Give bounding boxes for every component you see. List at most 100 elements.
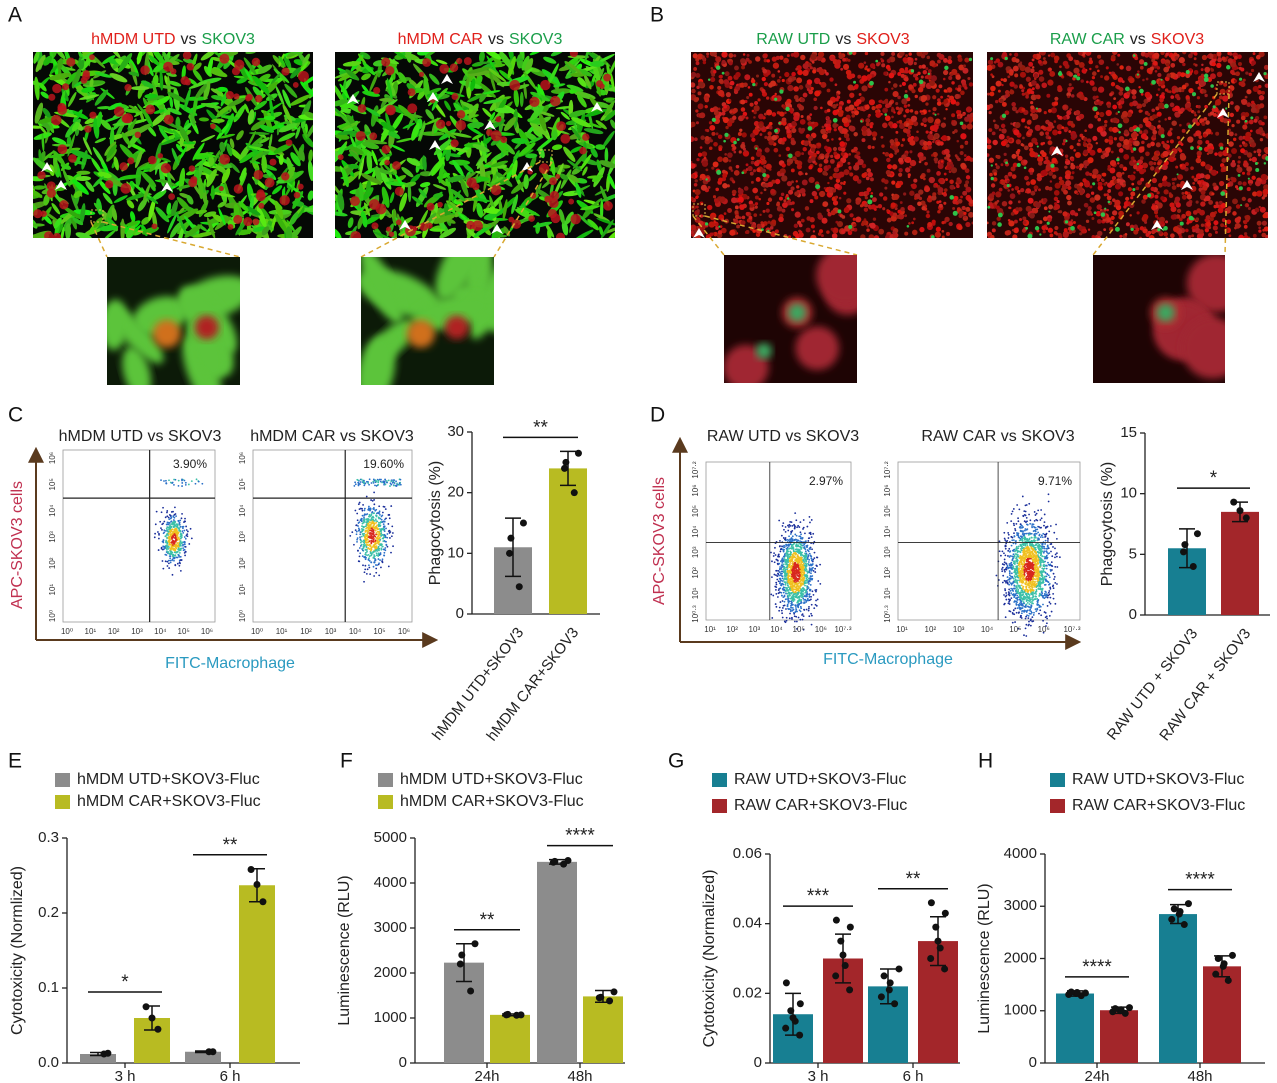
cell <box>938 200 942 203</box>
cell <box>72 179 89 195</box>
cell <box>864 203 869 208</box>
cell <box>154 160 168 170</box>
cell <box>1113 180 1118 184</box>
cell <box>713 70 717 74</box>
cell <box>793 115 800 122</box>
event <box>182 527 184 530</box>
cell <box>741 132 747 138</box>
cell <box>426 222 433 229</box>
cell <box>992 139 998 146</box>
cell <box>1132 187 1136 192</box>
cell <box>359 182 364 202</box>
cell <box>1206 54 1211 59</box>
cell <box>819 106 823 110</box>
cell <box>1184 191 1189 195</box>
cell <box>866 68 870 72</box>
cell <box>860 234 866 238</box>
cell <box>740 220 746 226</box>
cell <box>96 111 103 128</box>
cell <box>823 187 827 190</box>
cell <box>1142 78 1145 82</box>
cell <box>355 130 366 141</box>
cell <box>820 234 824 238</box>
cell <box>706 52 710 56</box>
cell <box>1046 125 1053 132</box>
cell <box>198 161 203 179</box>
cell <box>350 231 362 238</box>
cell <box>882 207 886 211</box>
cell <box>908 52 912 56</box>
cell <box>1257 153 1261 157</box>
cell <box>137 103 151 122</box>
event <box>179 555 182 558</box>
cell <box>182 336 223 385</box>
cell <box>782 137 787 142</box>
cell <box>1228 52 1233 56</box>
cell <box>932 106 937 112</box>
cell <box>575 182 582 198</box>
cell <box>148 55 160 66</box>
cell <box>951 81 955 85</box>
cell <box>908 84 914 90</box>
cell <box>920 75 924 79</box>
cell <box>905 108 910 114</box>
cell <box>1089 197 1096 203</box>
cell <box>373 69 384 74</box>
cell <box>600 219 614 238</box>
cell <box>715 187 720 192</box>
cell <box>728 159 732 163</box>
cell <box>1114 226 1120 232</box>
cell <box>1111 73 1117 79</box>
cell <box>1242 181 1247 186</box>
cell <box>373 231 393 238</box>
cell <box>250 120 266 131</box>
cell <box>1230 101 1234 105</box>
cell <box>1240 148 1246 154</box>
cell <box>71 68 82 89</box>
cell <box>1157 124 1161 128</box>
cell <box>1142 213 1149 220</box>
cell <box>467 121 484 129</box>
cell <box>1025 76 1031 82</box>
cell <box>1051 157 1058 164</box>
cell <box>1022 220 1027 225</box>
cell <box>904 214 908 218</box>
cell <box>758 113 764 120</box>
cell <box>1190 146 1194 150</box>
cell <box>228 147 243 160</box>
cell <box>1036 145 1039 148</box>
cell <box>1109 220 1114 225</box>
cell <box>1216 62 1222 69</box>
cell <box>1246 102 1252 107</box>
cell <box>909 150 913 154</box>
cell <box>833 128 837 132</box>
cell <box>747 86 751 89</box>
cell <box>1236 166 1243 173</box>
cell <box>728 61 733 66</box>
cell <box>1133 164 1138 170</box>
cell <box>239 149 258 164</box>
cell <box>799 230 803 234</box>
cell <box>809 66 813 70</box>
cell <box>1056 200 1060 204</box>
cell <box>841 215 846 219</box>
cell <box>990 164 993 167</box>
cell <box>753 120 760 127</box>
cell <box>102 192 113 205</box>
cell <box>499 52 513 69</box>
cell <box>1244 119 1248 123</box>
cell <box>1234 55 1238 60</box>
cell <box>1205 174 1211 180</box>
cell <box>1215 99 1222 106</box>
event <box>189 527 192 530</box>
cell <box>1099 111 1105 118</box>
cell <box>1170 214 1176 220</box>
cell <box>1154 214 1159 218</box>
cell <box>550 52 566 57</box>
cell <box>1133 159 1137 163</box>
arrowhead <box>55 180 67 190</box>
cell <box>945 178 949 182</box>
cell <box>381 57 391 67</box>
cell <box>715 56 722 63</box>
cell <box>743 186 749 191</box>
